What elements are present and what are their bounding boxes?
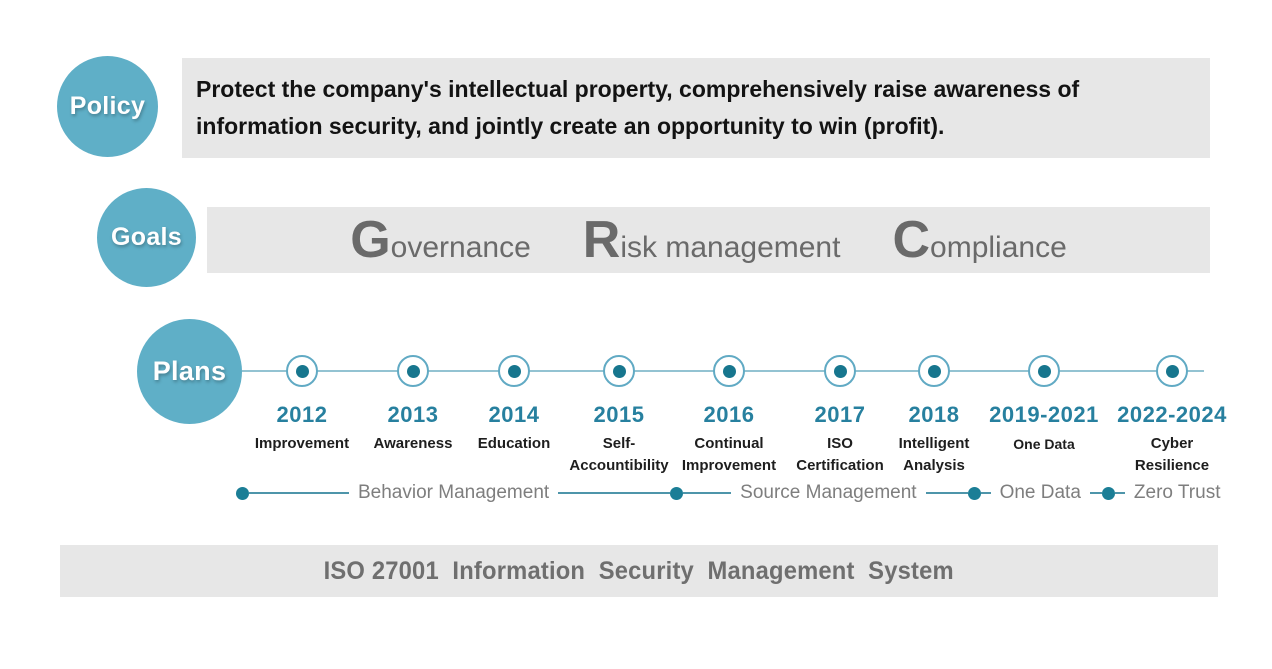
timeline-node-dot: [1037, 364, 1051, 378]
policy-badge: Policy: [57, 56, 158, 157]
timeline-node-icon-2012: [286, 355, 318, 387]
goals-badge-label: Goals: [111, 223, 182, 251]
goal-risk-initial: R: [582, 211, 621, 269]
goal-compliance-rest: ompliance: [930, 231, 1067, 264]
policy-statement-panel: Protect the company's intellectual prope…: [182, 58, 1210, 158]
milestone-title: Intelligent Analysis: [898, 435, 970, 474]
timeline-node-icon-2013: [397, 355, 429, 387]
phase-dot-icon: [967, 486, 981, 500]
phase-label-one-data: One Data: [999, 482, 1081, 503]
milestone-title: Awareness: [373, 435, 453, 452]
policy-badge-label: Policy: [69, 92, 146, 120]
milestone-2014: 2014 Education: [449, 402, 579, 455]
timeline-node-icon-2016: [713, 355, 745, 387]
phase-connector: [683, 492, 732, 494]
milestone-year: 2012: [276, 402, 328, 427]
milestone-2016: 2016 Continual Improvement: [664, 402, 794, 477]
goal-compliance-initial: C: [892, 211, 931, 269]
milestone-2012: 2012 Improvement: [237, 402, 367, 455]
milestone-2018: 2018 Intelligent Analysis: [869, 402, 999, 477]
phase-connector: [1114, 492, 1125, 494]
milestone-title: Self- Accountibility: [569, 435, 669, 474]
timeline-node-dot: [612, 364, 626, 378]
plans-badge-label: Plans: [152, 356, 227, 386]
policy-statement-line-1: Protect the company's intellectual prope…: [196, 76, 1080, 102]
milestone-2015: 2015 Self- Accountibility: [554, 402, 684, 477]
milestone-year: 2019-2021: [989, 402, 1099, 427]
milestone-year: 2018: [908, 402, 960, 427]
milestone-title: ISO Certification: [796, 435, 884, 474]
footer-banner: ISO 27001 Information Security Managemen…: [60, 545, 1218, 597]
milestone-title: Continual Improvement: [681, 435, 777, 474]
milestone-title: Cyber Resilience: [1134, 435, 1210, 474]
phase-label-behavior-management: Behavior Management: [358, 482, 550, 503]
timeline-node-dot: [833, 364, 847, 378]
phase-dot-icon: [236, 486, 249, 500]
footer-title: ISO 27001 Information Security Managemen…: [323, 556, 955, 585]
timeline-node-icon-2014: [498, 355, 530, 387]
milestone-year: 2017: [814, 402, 866, 427]
goal-governance-initial: G: [350, 211, 391, 269]
milestone-title: One Data: [1013, 436, 1075, 452]
phase-dot-icon: [670, 486, 684, 500]
timeline-node-icon-2015: [603, 355, 635, 387]
timeline-node-dot: [507, 364, 521, 378]
plans-badge: Plans: [137, 319, 242, 424]
timeline-node-dot: [1165, 364, 1179, 378]
phase-connector: [1089, 492, 1102, 494]
timeline-node-icon-2018: [918, 355, 950, 387]
timeline-node-dot: [927, 364, 941, 378]
phase-connector: [558, 492, 671, 494]
milestone-year: 2022-2024: [1117, 402, 1227, 427]
timeline-node-icon-2019-2021: [1028, 355, 1060, 387]
goal-risk-rest: isk management: [620, 231, 841, 264]
goals-badge: Goals: [97, 188, 196, 287]
milestone-2022-2024: 2022-2024 Cyber Resilience: [1107, 402, 1237, 477]
milestone-2019-2021: 2019-2021 One Data: [979, 402, 1109, 455]
milestone-year: 2015: [593, 402, 645, 427]
milestone-year: 2016: [703, 402, 755, 427]
timeline-node-dot: [406, 364, 420, 378]
phase-timeline: Behavior Management Source Management On…: [236, 482, 1229, 503]
milestone-year: 2014: [488, 402, 540, 427]
milestone-title: Improvement: [254, 435, 350, 452]
milestone-title: Education: [477, 435, 551, 452]
phase-connector: [249, 492, 349, 494]
timeline-node-dot: [295, 364, 309, 378]
timeline-node-dot: [722, 364, 736, 378]
phase-label-source-management: Source Management: [740, 482, 917, 503]
milestone-2017: 2017 ISO Certification: [775, 402, 905, 477]
phase-connector: [925, 492, 968, 494]
policy-statement-line-2: information security, and jointly create…: [196, 113, 945, 139]
phase-connector: [980, 492, 991, 494]
milestone-year: 2013: [387, 402, 439, 427]
milestone-2013: 2013 Awareness: [348, 402, 478, 455]
timeline-node-icon-2022-2024: [1156, 355, 1188, 387]
phase-dot-icon: [1101, 486, 1115, 500]
goal-governance-rest: overnance: [390, 231, 531, 264]
phase-label-zero-trust: Zero Trust: [1133, 482, 1221, 503]
timeline-node-icon-2017: [824, 355, 856, 387]
